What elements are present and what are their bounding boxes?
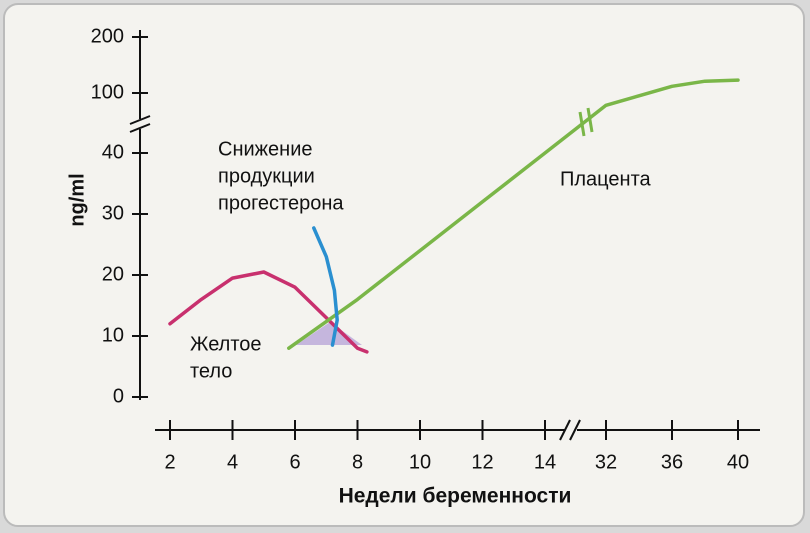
y-tick-label: 40 xyxy=(102,141,124,163)
y-break xyxy=(129,123,151,133)
annotation: продукции xyxy=(218,165,315,187)
y-break-gap xyxy=(132,119,148,129)
y-tick-label: 20 xyxy=(102,263,124,285)
line-break xyxy=(578,111,586,137)
y-tick-label: 30 xyxy=(102,202,124,224)
y-tick-label: 10 xyxy=(102,324,124,346)
annotation: Снижение xyxy=(218,138,313,160)
x-tick-label: 40 xyxy=(727,451,749,473)
x-tick-label: 12 xyxy=(471,451,493,473)
annotation: тело xyxy=(190,360,232,382)
x-tick-label: 6 xyxy=(289,451,300,473)
x-tick-label: 10 xyxy=(409,451,431,473)
y-break xyxy=(129,115,151,125)
series-line xyxy=(312,226,339,347)
line-break xyxy=(586,107,594,133)
x-tick-label: 14 xyxy=(534,451,556,473)
y-tick-label: 0 xyxy=(113,385,124,407)
series-line xyxy=(168,270,369,354)
annotation: прогестерона xyxy=(218,192,344,214)
x-tick-label: 4 xyxy=(227,451,238,473)
overlap-shade xyxy=(296,322,362,345)
x-tick-label: 2 xyxy=(164,451,175,473)
x-tick-label: 8 xyxy=(352,451,363,473)
x-break xyxy=(569,419,581,441)
x-axis-label: Недели беременности xyxy=(339,485,572,508)
y-axis-label: ng/ml xyxy=(66,173,88,226)
annotation: Плацента xyxy=(560,168,652,190)
x-tick-label: 32 xyxy=(595,451,617,473)
annotation: Желтое xyxy=(190,333,262,355)
y-tick-label: 200 xyxy=(91,25,124,47)
y-tick-label: 100 xyxy=(91,81,124,103)
x-tick-label: 36 xyxy=(661,451,683,473)
x-break xyxy=(559,419,571,441)
series-line xyxy=(287,78,740,350)
